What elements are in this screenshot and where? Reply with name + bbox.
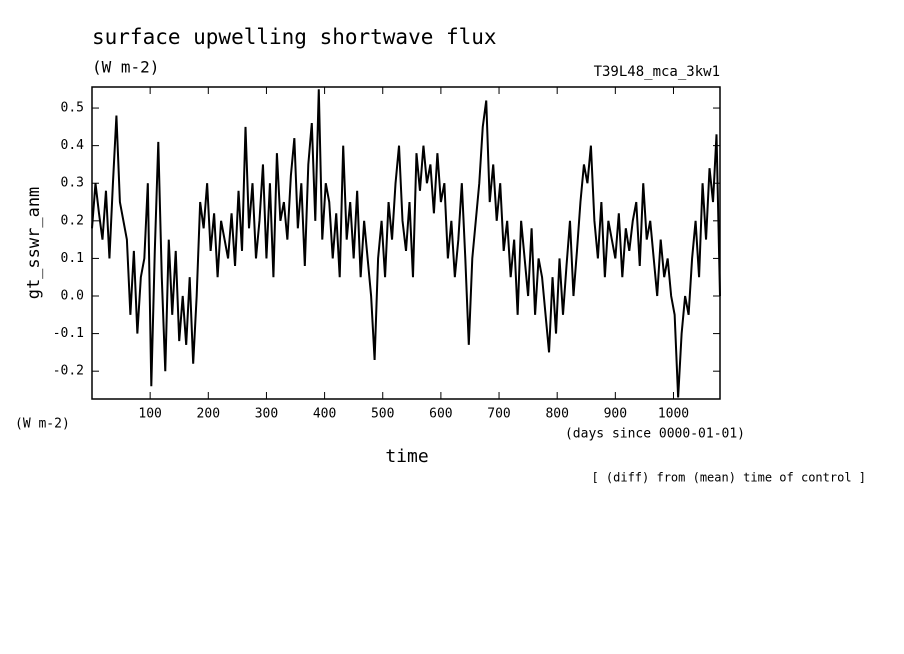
- chart-title: surface upwelling shortwave flux: [92, 25, 497, 49]
- plot-frame: [91, 86, 721, 400]
- x-tick-label: 1000: [658, 407, 689, 422]
- x-unit: (days since 0000-01-01): [565, 427, 745, 442]
- x-tick-label: 300: [255, 407, 278, 422]
- x-tick-label: 400: [313, 407, 336, 422]
- y-tick-label: 0.4: [61, 138, 85, 153]
- run-label: T39L48_mca_3kw1: [594, 64, 720, 80]
- y-tick-label: 0.1: [61, 251, 84, 266]
- note: [ (diff) from (mean) time of control ]: [591, 471, 866, 485]
- y-tick-label: 0.0: [61, 289, 84, 304]
- x-tick-label: 500: [371, 407, 394, 422]
- y-tick-label: 0.2: [61, 213, 84, 228]
- x-tick-label: 700: [487, 407, 510, 422]
- y-tick-label: -0.1: [53, 326, 84, 341]
- x-tick-label: 600: [429, 407, 452, 422]
- y-tick-label: -0.2: [53, 364, 84, 379]
- x-tick-label: 900: [604, 407, 627, 422]
- data-line: [91, 89, 721, 398]
- x-tick-label: 200: [197, 407, 220, 422]
- chart-subtitle: (W m-2): [92, 58, 159, 77]
- x-axis-label: time: [385, 446, 428, 467]
- x-tick-label: 100: [138, 407, 161, 422]
- y-tick-label: 0.3: [61, 176, 84, 191]
- y-unit: (W m-2): [15, 417, 70, 432]
- x-tick-label: 800: [545, 407, 568, 422]
- y-tick-label: 0.5: [61, 101, 84, 116]
- y-axis-label: gt_sswr_anm: [24, 187, 44, 300]
